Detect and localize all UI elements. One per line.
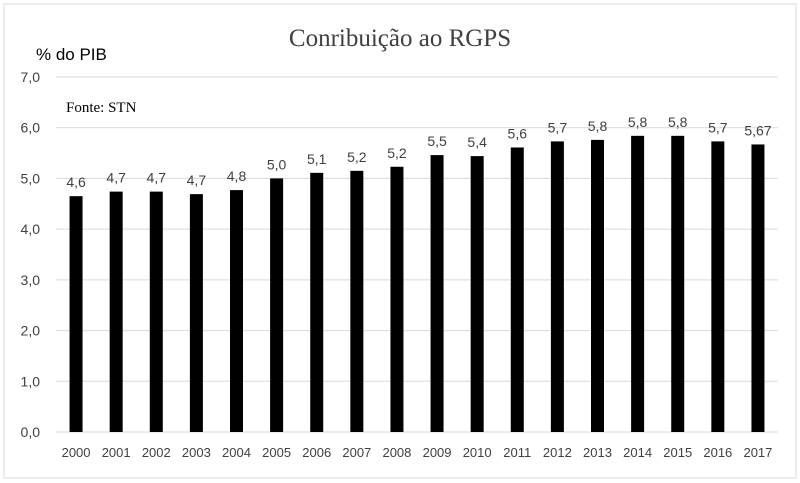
- y-axis-label: % do PIB: [36, 45, 107, 64]
- x-axis-ticks: 2000 2001 2002 2003 2004 2005 2006 2007 2008 2009…: [62, 445, 773, 460]
- bar: [109, 191, 123, 432]
- y-tick-label: 6,0: [21, 120, 41, 136]
- bar: [69, 196, 83, 432]
- gridlines: [56, 76, 778, 433]
- x-tick-label: 2008: [382, 445, 411, 460]
- data-label: 4,7: [147, 170, 167, 186]
- x-tick-label: 2002: [142, 445, 171, 460]
- data-label: 5,2: [347, 149, 367, 165]
- y-tick-label: 2,0: [21, 323, 41, 339]
- data-label: 5,8: [588, 118, 608, 134]
- x-tick-label: 2007: [342, 445, 371, 460]
- source-note: Fonte: STN: [66, 100, 137, 116]
- y-tick-label: 7,0: [21, 69, 41, 85]
- data-label: 4,7: [106, 170, 126, 186]
- data-label: 5,8: [628, 114, 648, 130]
- bar: [350, 170, 364, 433]
- bar: [711, 141, 725, 432]
- data-label: 4,6: [66, 174, 86, 190]
- x-tick-label: 2006: [302, 445, 331, 460]
- y-tick-label: 0,0: [21, 424, 41, 440]
- x-tick-label: 2004: [222, 445, 251, 460]
- bar: [430, 155, 444, 432]
- y-tick-label: 5,0: [21, 170, 41, 186]
- bar: [230, 190, 243, 432]
- bar: [189, 194, 203, 432]
- bars: [69, 135, 765, 433]
- x-tick-label: 2015: [663, 445, 692, 460]
- data-labels: 4,6 4,7 4,7 4,7 4,8 5,0 5,1 5,2 5,2 5,5 5,4 5,6 5,7 5…: [66, 114, 771, 190]
- x-tick-label: 2012: [543, 445, 572, 460]
- x-tick-label: 2013: [583, 445, 612, 460]
- x-tick-label: 2010: [463, 445, 492, 460]
- bar: [671, 135, 685, 433]
- bar: [270, 178, 284, 432]
- data-label: 5,6: [508, 125, 528, 141]
- x-tick-label: 2017: [743, 445, 772, 460]
- data-label: 5,1: [307, 151, 327, 167]
- chart-title: Conribuição ao RGPS: [289, 25, 511, 52]
- bar: [149, 191, 163, 432]
- x-tick-label: 2000: [62, 445, 91, 460]
- x-tick-label: 2011: [503, 445, 531, 460]
- y-tick-label: 3,0: [21, 272, 41, 288]
- x-tick-label: 2009: [423, 445, 452, 460]
- bar: [310, 172, 324, 432]
- data-label: 5,5: [427, 133, 447, 149]
- data-label: 5,67: [744, 122, 771, 138]
- x-tick-label: 2014: [623, 445, 652, 460]
- bar: [550, 141, 564, 432]
- bar: [510, 147, 524, 432]
- data-label: 5,0: [267, 156, 287, 172]
- data-label: 5,8: [668, 114, 688, 130]
- x-tick-label: 2016: [703, 445, 732, 460]
- x-tick-label: 2001: [102, 445, 131, 460]
- data-label: 5,7: [548, 119, 568, 135]
- x-tick-label: 2003: [182, 445, 211, 460]
- y-tick-label: 1,0: [21, 373, 41, 389]
- data-label: 4,8: [227, 168, 247, 184]
- bar: [470, 156, 484, 432]
- y-axis-ticks: 0,0 1,0 2,0 3,0 4,0 5,0 6,0 7,0: [21, 69, 41, 440]
- bar: [751, 144, 765, 432]
- chart-frame: [3, 3, 797, 479]
- bar: [631, 135, 645, 433]
- data-label: 4,7: [187, 172, 207, 188]
- bar: [390, 166, 404, 432]
- data-label: 5,7: [708, 119, 728, 135]
- y-tick-label: 4,0: [21, 221, 41, 237]
- data-label: 5,4: [467, 134, 487, 150]
- x-tick-label: 2005: [262, 445, 291, 460]
- bar: [591, 139, 604, 432]
- data-label: 5,2: [387, 145, 407, 161]
